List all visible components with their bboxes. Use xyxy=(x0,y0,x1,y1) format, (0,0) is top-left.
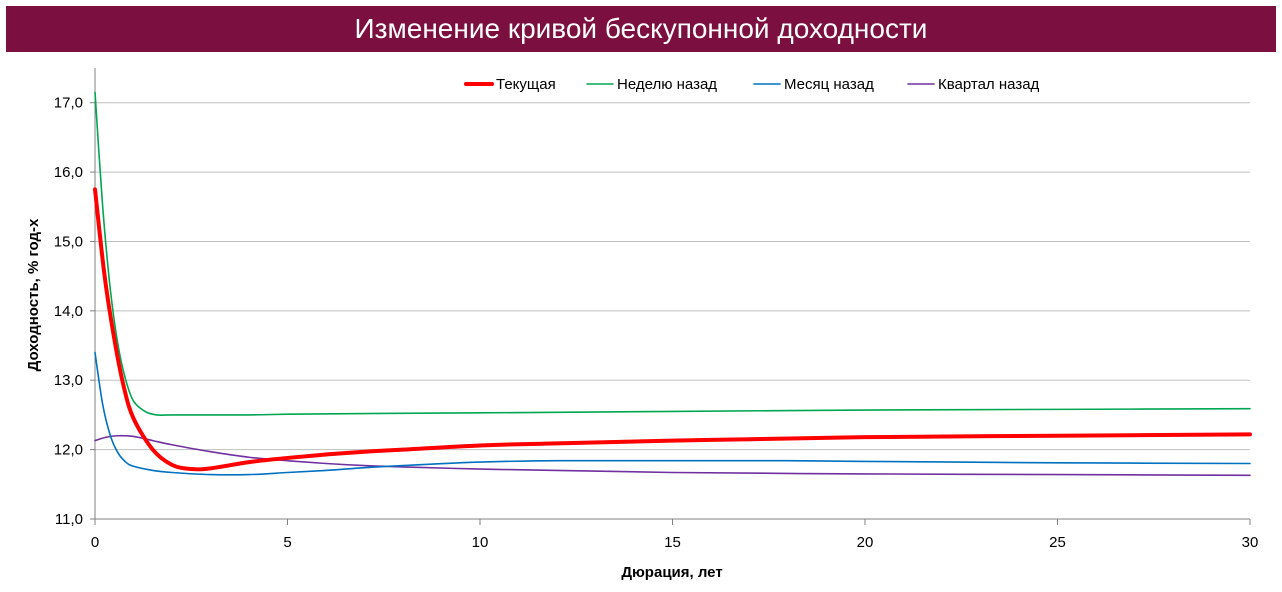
y-tick-label: 12,0 xyxy=(54,442,83,459)
y-axis-title: Доходность, % год-х xyxy=(25,218,42,371)
series-line-1 xyxy=(93,187,1252,472)
x-tick-label: 20 xyxy=(857,534,874,551)
chart-title: Изменение кривой бескупонной доходности xyxy=(6,6,1276,52)
series-line-2 xyxy=(94,91,1251,416)
x-tick-label: 30 xyxy=(1242,534,1259,551)
x-tick-label: 15 xyxy=(664,534,681,551)
legend: Текущая Неделю назад Месяц назад Квартал на… xyxy=(464,76,1040,93)
x-axis-title: Дюрация, лет xyxy=(621,564,722,581)
y-tick-label: 15,0 xyxy=(54,233,83,250)
y-tick-label: 11,0 xyxy=(55,511,83,528)
axes: 11,0 12,0 13,0 14,0 15,0 16,0 17,0 0 5 10 15 20 25 30 xyxy=(54,68,1259,551)
legend-label-2: Неделю назад xyxy=(617,76,717,93)
x-tick-label: 10 xyxy=(472,534,489,551)
y-tick-label: 17,0 xyxy=(54,95,83,112)
legend-label-4: Квартал назад xyxy=(938,76,1040,93)
series-layer xyxy=(93,91,1252,477)
series-line-4 xyxy=(94,434,1251,477)
y-tick-label: 13,0 xyxy=(54,372,83,389)
x-tick-label: 25 xyxy=(1049,534,1066,551)
legend-label-1: Текущая xyxy=(496,76,556,93)
y-tick-label: 14,0 xyxy=(54,303,83,320)
x-tick-label: 5 xyxy=(283,534,291,551)
x-tick-label: 0 xyxy=(91,534,99,551)
legend-label-3: Месяц назад xyxy=(784,76,874,93)
series-line-3 xyxy=(94,351,1251,476)
gridlines xyxy=(95,102,1250,520)
y-tick-label: 16,0 xyxy=(54,164,83,181)
